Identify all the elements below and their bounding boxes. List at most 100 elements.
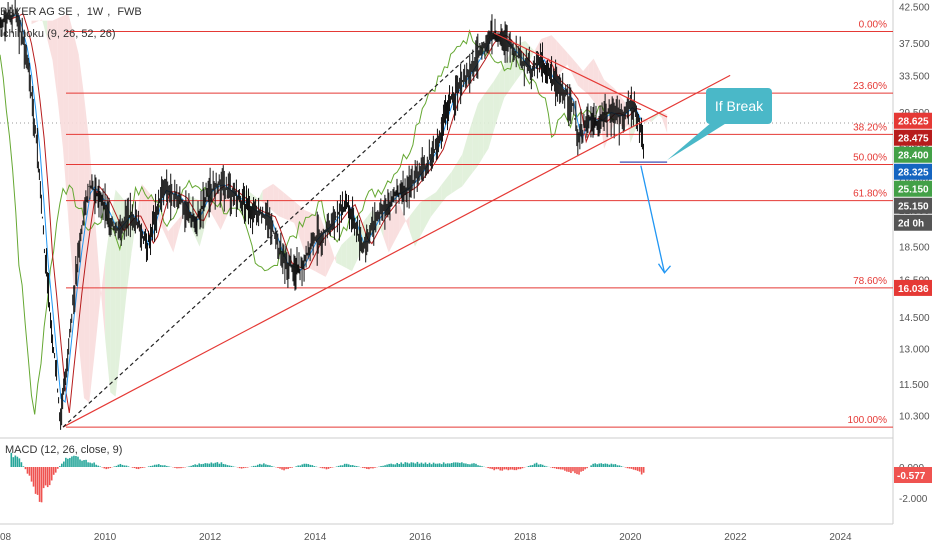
macd-histogram-bar	[343, 463, 346, 467]
macd-histogram-bar	[384, 465, 386, 467]
macd-histogram-bar	[250, 466, 253, 467]
x-tick-label: 2020	[619, 532, 642, 543]
x-tick-label: 2014	[304, 532, 327, 543]
macd-histogram-bar	[127, 466, 130, 467]
macd-histogram-bar	[642, 467, 645, 473]
macd-histogram-bar	[279, 467, 281, 469]
ichimoku-cloud-segment	[457, 154, 463, 190]
ichimoku-cloud-segment	[593, 58, 599, 109]
ichimoku-cloud-segment	[567, 52, 573, 75]
macd-histogram-bar	[107, 467, 110, 469]
price-label-box	[894, 279, 932, 296]
macd-histogram-bar	[580, 467, 582, 472]
macd-histogram-bar	[584, 467, 586, 470]
macd-histogram-bar	[511, 467, 514, 470]
macd-histogram-bar	[178, 467, 180, 469]
macd-histogram-bar	[479, 465, 481, 467]
macd-histogram-bar	[487, 467, 489, 469]
macd-histogram-bar	[222, 463, 225, 467]
macd-histogram-bar	[105, 467, 108, 470]
dashed-trendline	[62, 32, 495, 428]
macd-histogram-bar	[465, 463, 467, 467]
ichimoku-cloud-segment	[336, 244, 342, 266]
if-break-callout[interactable]: If Break	[706, 88, 772, 124]
ichimoku-cloud-segment	[646, 117, 652, 123]
price-label-text: 28.475	[898, 134, 929, 145]
macd-histogram-bar	[269, 465, 271, 467]
macd-histogram-bar	[36, 467, 39, 495]
macd-histogram-bar	[347, 464, 350, 467]
macd-histogram-bar	[636, 467, 639, 471]
legend-exchange: FWB	[117, 6, 142, 18]
ichimoku-cloud-segment	[420, 199, 426, 237]
macd-histogram-bar	[572, 467, 574, 472]
ichimoku-cloud-segment	[409, 209, 415, 247]
macd-histogram-bar	[157, 464, 160, 467]
macd-histogram-bar	[412, 462, 415, 467]
ichimoku-cloud-segment	[173, 218, 179, 253]
price-label-box	[894, 214, 932, 231]
macd-histogram-bar	[390, 463, 392, 467]
macd-histogram-bar	[58, 466, 61, 467]
macd-histogram-bar	[574, 467, 576, 474]
macd-current-box	[894, 467, 932, 483]
macd-histogram-bar	[416, 461, 419, 467]
macd-histogram-bar	[505, 467, 508, 470]
macd-histogram-bar	[586, 467, 588, 469]
macd-histogram-bar	[469, 464, 471, 467]
y-tick-label: 37.500	[899, 39, 930, 50]
macd-histogram-bar	[299, 465, 302, 467]
ichimoku-cloud-segment	[42, 19, 48, 40]
macd-histogram-bar	[628, 467, 631, 469]
ichimoku-cloud-segment	[63, 13, 69, 219]
ichimoku-cloud-segment	[378, 222, 384, 238]
macd-histogram-bar	[196, 464, 198, 467]
macd-histogram-bar	[323, 467, 326, 469]
macd-histogram-bar	[537, 464, 540, 467]
ichimoku-cloud-segment	[556, 40, 563, 77]
macd-histogram-bar	[556, 467, 558, 469]
macd-histogram-bar	[305, 463, 308, 467]
macd-histogram-bar	[48, 467, 51, 486]
macd-histogram-bar	[521, 467, 524, 469]
ichimoku-cloud-segment	[141, 183, 148, 238]
y-tick-label: 14.500	[899, 313, 930, 324]
macd-histogram-bar	[71, 456, 73, 467]
macd-histogram-bar	[28, 467, 31, 476]
macd-histogram-bar	[463, 463, 465, 467]
macd-histogram-bar	[414, 463, 417, 467]
macd-histogram-bar	[44, 467, 47, 486]
macd-histogram-bar	[16, 456, 19, 467]
ichimoku-cloud-segment	[441, 178, 447, 204]
price-label-text: 28.400	[898, 151, 929, 162]
macd-histogram-bar	[428, 462, 431, 467]
macd-histogram-bar	[285, 467, 287, 470]
macd-histogram-bar	[155, 464, 158, 467]
macd-histogram-bar	[473, 463, 475, 467]
ichimoku-cloud-segment	[661, 112, 668, 133]
macd-histogram-bar	[297, 465, 299, 467]
x-tick-label: 2008	[0, 532, 12, 543]
ichimoku-cloud-segment	[504, 54, 510, 98]
macd-legend: MACD (12, 26, close, 9)	[5, 444, 126, 456]
macd-histogram-bar	[65, 457, 67, 467]
x-tick-label: 2010	[94, 532, 117, 543]
macd-histogram-bar	[216, 462, 219, 467]
macd-histogram-bar	[459, 462, 461, 467]
macd-histogram-bar	[527, 466, 530, 467]
macd-histogram-bar	[259, 463, 261, 467]
macd-histogram-bar	[113, 466, 116, 467]
fib-label: 61.80%	[853, 189, 887, 200]
macd-histogram-bar	[164, 465, 166, 467]
macd-histogram-bar	[424, 462, 427, 467]
macd-histogram-bar	[392, 464, 394, 467]
macd-histogram-bar	[42, 467, 45, 489]
macd-histogram-bar	[267, 464, 269, 467]
macd-histogram-bar	[471, 463, 473, 467]
macd-histogram-bar	[232, 466, 235, 467]
macd-histogram-bar	[533, 463, 536, 467]
macd-histogram-bar	[277, 467, 279, 468]
macd-histogram-bar	[442, 462, 445, 467]
